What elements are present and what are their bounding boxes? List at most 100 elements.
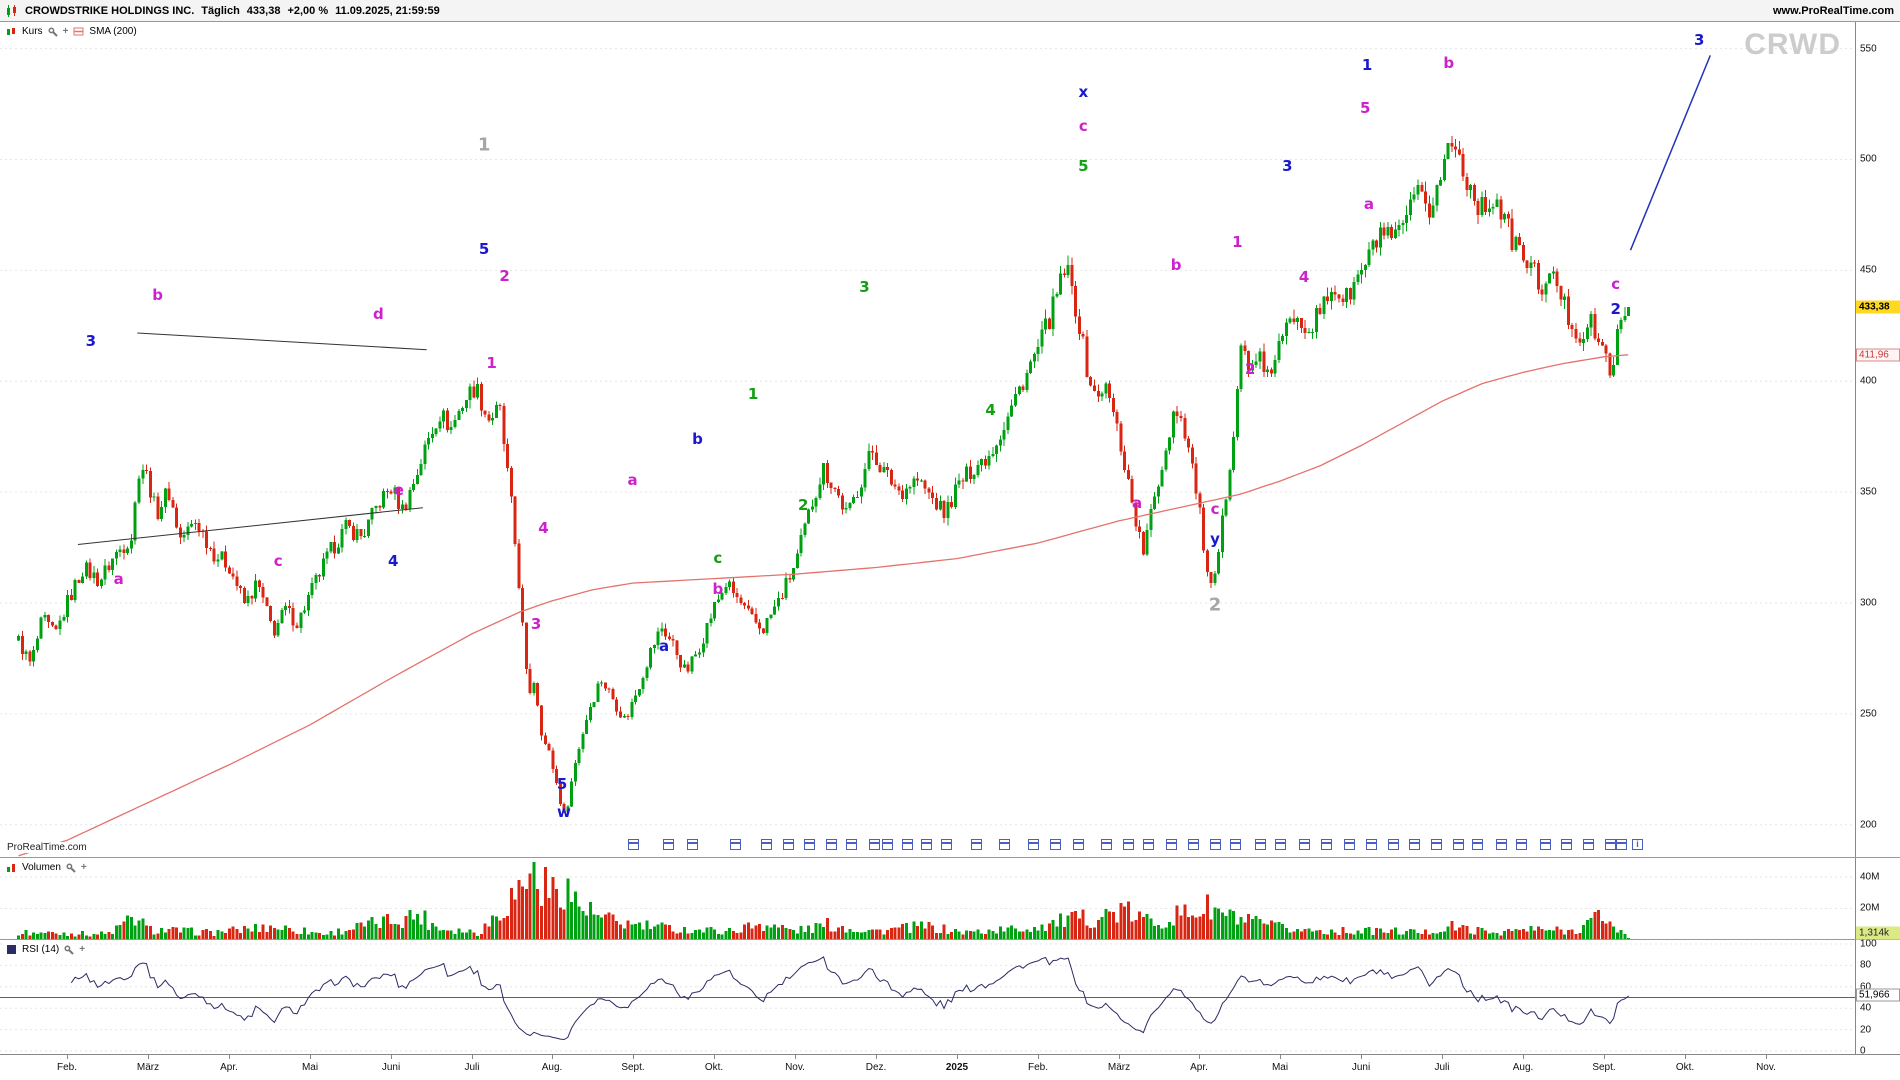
wave-label[interactable]: 5 [478,240,490,259]
price-chart[interactable] [0,22,1855,857]
wave-label[interactable]: a [659,636,670,655]
wave-label[interactable]: a [1363,195,1375,214]
add-indicator-icon[interactable]: + [79,943,86,955]
wave-label[interactable]: 3 [530,615,542,634]
site-link[interactable]: www.ProRealTime.com [1772,4,1894,17]
wave-label[interactable]: x [1078,83,1089,102]
title-bar: CROWDSTRIKE HOLDINGS INC. Täglich 433,38… [0,0,1900,22]
wave-label[interactable]: 4 [1298,267,1310,286]
time-axis[interactable]: Feb. März Apr. Mai Juni Juli Aug. Sept. Okt. Nov.… [0,1055,1900,1080]
rsi-value-badge: 51,966 [1856,988,1900,1002]
wave-label[interactable]: 4 [985,401,996,420]
wave-label[interactable]: 5 [1360,99,1371,117]
price-tick-label: 300 [1860,597,1877,609]
volume-chart[interactable] [0,858,1855,939]
add-indicator-icon[interactable]: + [62,25,69,37]
wave-label[interactable]: 5 [556,775,568,794]
wave-label[interactable]: 1 [1361,56,1373,75]
wave-label[interactable]: a [1132,493,1143,512]
wave-label[interactable]: w [556,802,571,821]
rsi-chart[interactable] [0,940,1855,1054]
wave-label[interactable]: b [1443,53,1455,72]
month-label: Okt. [704,1062,724,1073]
month-tick [957,1055,958,1059]
month-label: Apr. [1190,1062,1208,1073]
month-tick [1523,1055,1524,1059]
wave-label[interactable]: a [113,569,124,588]
sma-swatch-icon [73,27,84,36]
wave-label[interactable]: 2 [797,495,809,514]
wave-label[interactable]: a [627,471,638,490]
volume-chart-plot[interactable]: Volumen + [0,858,1855,939]
wave-label[interactable]: 5 [1078,156,1089,175]
rsi-chart-plot[interactable]: RSI (14) + [0,940,1855,1054]
wave-label[interactable]: 1 [1232,232,1243,251]
rsi-panel: RSI (14) + 51,966 100 80 60 40 20 0 [0,938,1900,1057]
month-label: Apr. [220,1062,238,1073]
settings-wrench-icon[interactable] [66,862,76,873]
rsi-line[interactable] [70,956,1630,1041]
volume-axis[interactable]: 1,314k 40M 20M [1855,858,1900,940]
wave3-projection-line[interactable] [1629,55,1711,251]
wave-label[interactable]: 4 [538,519,549,537]
last-volume-badge: 1,314k [1856,926,1900,940]
wave-label[interactable]: 4 [388,551,399,570]
triangle-lower-trendline[interactable] [77,507,423,545]
wave-label[interactable]: b [712,579,724,598]
rsi-tick-label: 80 [1860,959,1872,971]
price-tick-label: 250 [1860,708,1877,720]
price-tick-label: 400 [1860,375,1877,387]
rsi-axis[interactable]: 51,966 100 80 60 40 20 0 [1855,938,1900,1057]
price-axis[interactable]: 433,38 411,96 550 500 450 400 350 300 250 200 [1855,22,1900,857]
wave-label[interactable]: 1 [747,385,759,404]
rsi-tick-label: 100 [1860,938,1877,950]
wave-label[interactable]: c [1078,117,1088,136]
price-tick-label: 550 [1860,43,1877,55]
last-price-badge: 433,38 [1856,300,1900,314]
month-tick [1361,1055,1362,1059]
month-label: Sept. [1592,1062,1616,1073]
wave-label[interactable]: 2 [1208,594,1222,616]
wave-label[interactable]: 3 [1693,31,1705,50]
wave-label[interactable]: c [713,549,723,568]
wave-label[interactable]: 3 [85,331,97,350]
month-label: Sept. [621,1062,645,1073]
wave-label[interactable]: b [692,429,703,448]
wave-label[interactable]: b [152,286,164,305]
add-indicator-icon[interactable]: + [80,861,87,873]
month-label: Dez. [865,1062,887,1073]
month-label: Feb. [56,1062,78,1073]
wave-label[interactable]: 2 [1245,360,1256,379]
wave-label[interactable]: 3 [859,277,870,296]
instrument-title: CROWDSTRIKE HOLDINGS INC. [25,4,195,17]
triangle-upper-trendline[interactable] [137,332,427,351]
settings-wrench-icon[interactable] [64,944,74,955]
wave-label[interactable]: 1 [486,353,497,372]
month-tick [1119,1055,1120,1059]
wave-label[interactable]: 2 [499,266,510,285]
timestamp: 11.09.2025, 21:59:59 [335,4,440,17]
wave-label[interactable]: c [273,551,283,570]
rsi-tick-label: 40 [1860,1002,1872,1014]
wave-label[interactable]: 3 [1282,157,1293,176]
wave-label[interactable]: c [1611,275,1621,294]
month-tick [472,1055,473,1059]
wave-label[interactable]: 2 [1610,300,1621,319]
wave-label[interactable]: d [373,305,384,324]
wave-label[interactable]: 1 [477,134,491,156]
month-label: Juni [381,1062,401,1073]
month-label: Nov. [1756,1062,1776,1073]
wave-label[interactable]: e [393,481,404,500]
wave-label[interactable]: y [1210,529,1220,548]
month-tick [310,1055,311,1059]
sma-200-line[interactable] [18,354,1629,857]
month-tick [714,1055,715,1059]
wave-label[interactable]: c [1210,499,1220,518]
settings-wrench-icon[interactable] [48,26,58,37]
wave-label[interactable]: b [1170,255,1182,274]
volume-tick-label: 40M [1860,871,1880,883]
volume-series-icon [7,864,15,872]
volume-tick-label: 20M [1860,902,1880,914]
